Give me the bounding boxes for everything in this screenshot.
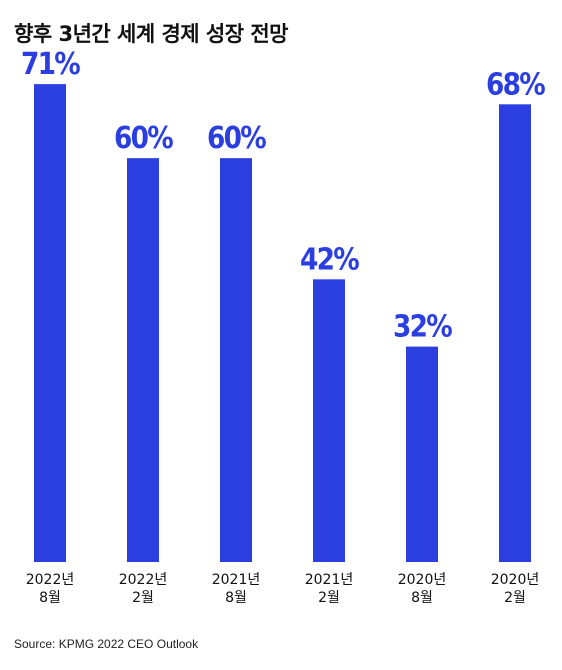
bar-1: [127, 158, 159, 562]
x-tick-label-5-0: 2020년: [491, 572, 540, 588]
x-tick-label-2-0: 2021년: [212, 572, 261, 588]
value-label-0: 71%: [21, 47, 80, 82]
x-tick-label-0-1: 8월: [39, 590, 61, 606]
bar-3: [313, 279, 345, 562]
value-label-1: 60%: [114, 121, 173, 156]
x-tick-label-2-1: 8월: [225, 590, 247, 606]
bar-2: [220, 158, 252, 562]
value-label-3: 42%: [300, 242, 359, 277]
bar-4: [406, 346, 438, 562]
source-note: Source: KPMG 2022 CEO Outlook: [14, 637, 199, 651]
x-tick-label-4-1: 8월: [411, 590, 433, 606]
x-tick-label-1-0: 2022년: [119, 572, 168, 588]
chart-title: 향후 3년간 세계 경제 성장 전망: [14, 22, 289, 46]
x-tick-label-5-1: 2월: [504, 590, 526, 606]
x-tick-label-3-0: 2021년: [305, 572, 354, 588]
value-label-2: 60%: [207, 121, 266, 156]
x-tick-label-3-1: 2월: [318, 590, 340, 606]
x-tick-label-1-1: 2월: [132, 590, 154, 606]
x-tick-label-0-0: 2022년: [26, 572, 75, 588]
bar-5: [499, 104, 531, 563]
value-label-4: 32%: [393, 309, 452, 344]
bar-0: [34, 84, 66, 562]
value-label-5: 68%: [486, 67, 545, 102]
x-tick-label-4-0: 2020년: [398, 572, 447, 588]
